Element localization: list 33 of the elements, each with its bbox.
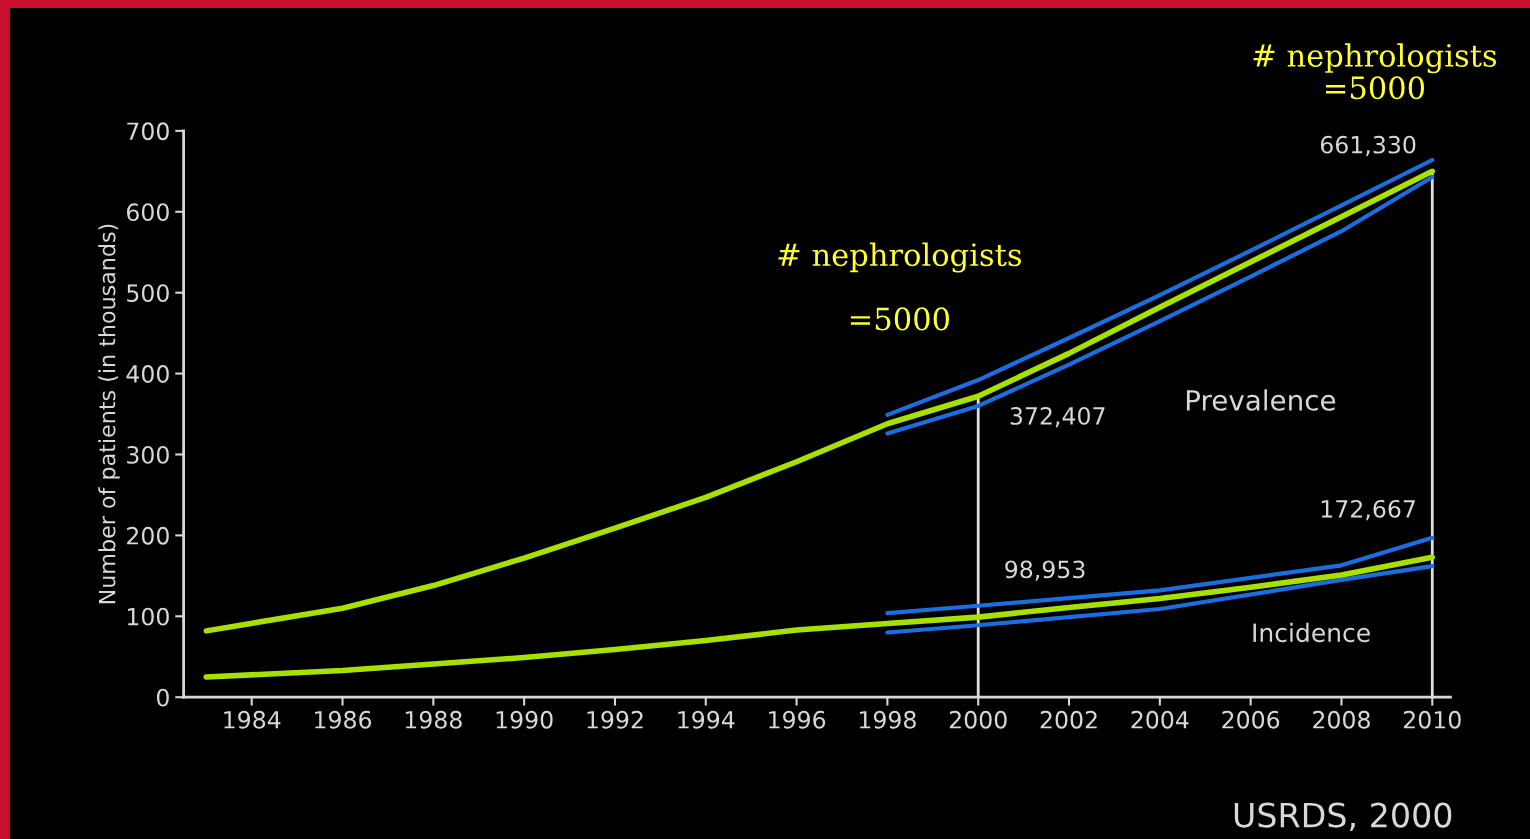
x-tick-label: 1998 xyxy=(859,710,916,729)
text: # nephrologists =5000 xyxy=(1253,43,1497,100)
annotation: 98,953 xyxy=(1005,560,1085,581)
x-tick-label: 2000 xyxy=(949,710,1007,729)
text: USRDS, 2000 xyxy=(1234,802,1452,832)
annotation: 172,667 xyxy=(1321,499,1415,521)
y-tick-label: 500 xyxy=(127,284,169,302)
annotation: Prevalence xyxy=(1186,389,1336,411)
x-tick-label: 1986 xyxy=(315,710,372,729)
annotation: 372,407 xyxy=(1010,407,1105,428)
x-tick-label: 2008 xyxy=(1313,710,1370,729)
x-tick-label: 1994 xyxy=(678,710,735,729)
x-tick-label: 1992 xyxy=(587,710,643,729)
x-tick-label: 2004 xyxy=(1131,710,1189,729)
line-series xyxy=(885,535,1435,616)
y-tick-label: 100 xyxy=(127,607,169,626)
y-tick-label: 700 xyxy=(127,122,169,141)
y-tick-label: 600 xyxy=(126,203,169,222)
x-tick-label: 1996 xyxy=(769,710,826,729)
annotation: 661,330 xyxy=(1320,135,1416,156)
y-axis-title: Number of patients (in thousands) xyxy=(98,224,120,604)
x-tick-label: 2010 xyxy=(1403,710,1461,729)
annotation: Incidence xyxy=(1253,622,1370,643)
y-tick-label: 200 xyxy=(127,526,169,545)
x-tick-label: 2002 xyxy=(1040,710,1097,729)
x-tick-label: 2006 xyxy=(1222,710,1280,729)
x-tick-label: 1984 xyxy=(224,710,281,729)
x-tick-label: 1990 xyxy=(496,710,553,729)
y-tick-label: 400 xyxy=(126,365,169,383)
y-tick-label: 0 xyxy=(156,688,169,707)
annotation: # nephrologists =5000 xyxy=(778,242,1022,331)
y-tick-label: 300 xyxy=(127,445,169,464)
x-tick-label: 1988 xyxy=(405,710,462,729)
